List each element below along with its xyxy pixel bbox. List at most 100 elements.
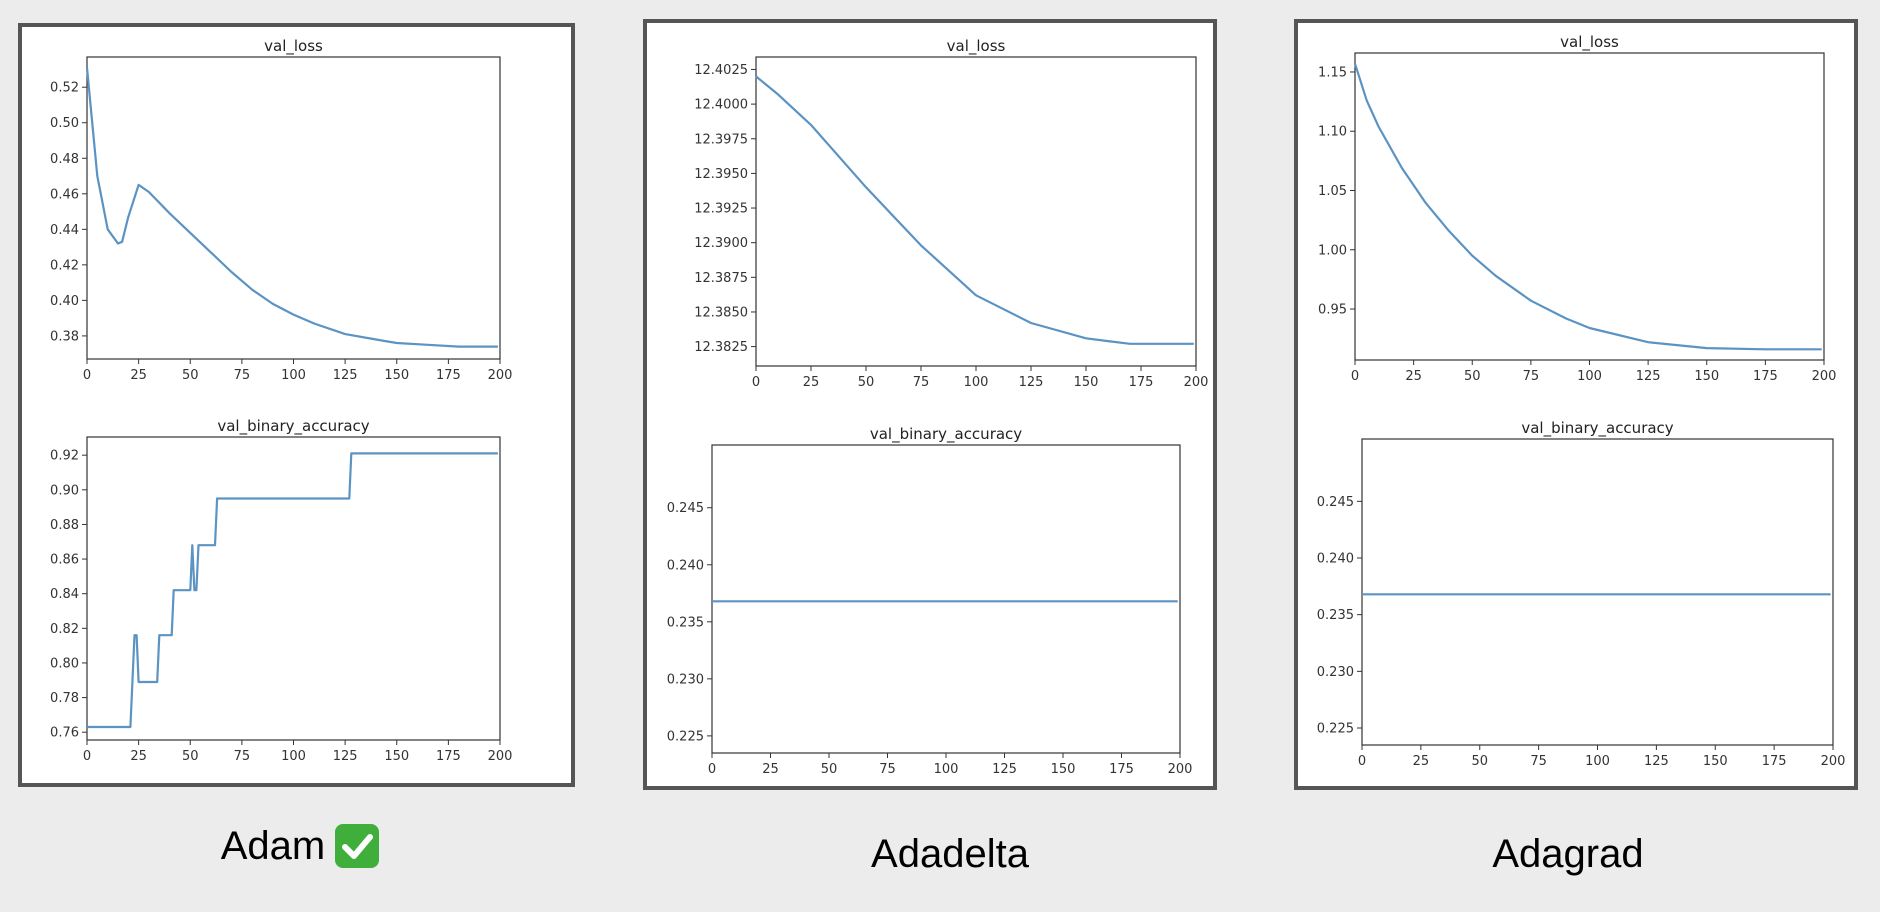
adagrad-val-loss-frame (1354, 52, 1825, 361)
adam-val-binary-accuracy-x-tick-label: 75 (234, 749, 251, 764)
adadelta-val-loss-frame (755, 56, 1197, 367)
adadelta-val-loss-y-tick-label: 12.4025 (694, 63, 748, 78)
adagrad-val-binary-accuracy-x-tick-label: 50 (1471, 754, 1488, 769)
adam-val-loss-y-tick-label: 0.44 (50, 223, 79, 238)
adagrad-val-loss-x-tick-label: 0 (1351, 369, 1359, 384)
adagrad-val-binary-accuracy-x-tick-label: 175 (1762, 754, 1787, 769)
adadelta-val-binary-accuracy-title: val_binary_accuracy (870, 425, 1022, 444)
adadelta-val-loss-title: val_loss (947, 37, 1006, 56)
adam-val-binary-accuracy-frame (86, 436, 501, 741)
adadelta-val-loss-series-line (755, 75, 1194, 345)
adadelta-val-binary-accuracy-x-tick-label: 100 (934, 762, 959, 777)
adam-val-binary-accuracy-x-tick-label: 125 (333, 749, 358, 764)
adadelta-val-loss-x-tick-label: 175 (1129, 375, 1154, 390)
adagrad-val-loss-x-tick-label: 125 (1636, 369, 1661, 384)
adam-val-loss-series-line (85, 67, 498, 348)
adadelta-val-loss-x-tick-label: 50 (858, 375, 875, 390)
adam-val-binary-accuracy-x-tick-label: 200 (488, 749, 513, 764)
adagrad-val-binary-accuracy-chart: val_binary_accuracy 0 25 50 75 100 125 150 175 20… (1317, 419, 1846, 769)
adam-val-binary-accuracy-y-tick-label: 0.88 (50, 518, 79, 533)
adadelta-val-binary-accuracy-chart: val_binary_accuracy 0 25 50 75 100 125 150 175 20… (667, 425, 1193, 777)
adadelta-val-binary-accuracy-y-tick-label: 0.240 (667, 558, 704, 573)
adadelta-val-binary-accuracy-y-tick-label: 0.235 (667, 615, 704, 630)
adam-val-loss-y-tick-label: 0.40 (50, 294, 79, 309)
adam-val-binary-accuracy-title: val_binary_accuracy (217, 417, 369, 436)
adagrad-val-loss-x-tick-label: 150 (1694, 369, 1719, 384)
adam-val-binary-accuracy-y-tick-label: 0.84 (50, 587, 79, 602)
adam-val-loss-x-tick-label: 125 (333, 368, 358, 383)
adadelta-val-loss-x-tick-label: 25 (803, 375, 820, 390)
adadelta-val-loss-y-tick-label: 12.3875 (694, 271, 748, 286)
adadelta-val-binary-accuracy-x-tick-label: 150 (1051, 762, 1076, 777)
adadelta-val-binary-accuracy-y-tick-label: 0.225 (667, 729, 704, 744)
adagrad-val-binary-accuracy-x-tick-label: 25 (1413, 754, 1430, 769)
adam-val-binary-accuracy-x-tick-label: 175 (436, 749, 461, 764)
adadelta-panel: val_loss 0 25 50 75 100 125 150 175 200 12.3825 12.… (643, 19, 1217, 790)
adadelta-label: Adadelta (820, 826, 1080, 882)
adagrad-val-binary-accuracy-frame (1361, 438, 1834, 746)
adagrad-label: Adagrad (1468, 826, 1668, 882)
adam-val-loss-y-tick-label: 0.46 (50, 187, 79, 202)
check-mark-button-icon (335, 824, 380, 868)
adagrad-val-loss-x-tick-label: 25 (1405, 369, 1422, 384)
adagrad-val-binary-accuracy-x-tick-label: 100 (1585, 754, 1610, 769)
adagrad-val-loss-y-tick-label: 1.15 (1318, 65, 1347, 80)
adadelta-val-loss-x-tick-label: 150 (1074, 375, 1099, 390)
adam-val-binary-accuracy-y-tick-label: 0.76 (50, 726, 79, 741)
adagrad-val-binary-accuracy-x-tick-label: 150 (1703, 754, 1728, 769)
adam-val-loss-x-tick-label: 100 (281, 368, 306, 383)
adagrad-val-loss-title: val_loss (1560, 33, 1619, 52)
adam-val-loss-x-tick-label: 175 (436, 368, 461, 383)
adadelta-val-loss-x-tick-label: 0 (752, 375, 760, 390)
adam-val-loss-x-tick-label: 200 (488, 368, 513, 383)
adam-val-loss-x-tick-label: 75 (234, 368, 251, 383)
adam-val-binary-accuracy-y-tick-label: 0.92 (50, 449, 79, 464)
adagrad-val-binary-accuracy-x-tick-label: 125 (1644, 754, 1669, 769)
adam-val-binary-accuracy-x-tick-label: 25 (130, 749, 147, 764)
adadelta-val-binary-accuracy-x-tick-label: 25 (762, 762, 779, 777)
adagrad-val-binary-accuracy-x-tick-label: 75 (1530, 754, 1547, 769)
adam-val-binary-accuracy-y-tick-label: 0.86 (50, 553, 79, 568)
adagrad-charts: val_loss 0 25 50 75 100 125 150 175 200 0.95 1.00 1.… (1317, 33, 1846, 769)
adadelta-val-binary-accuracy-frame (711, 444, 1181, 754)
adam-val-loss-y-tick-label: 0.50 (50, 116, 79, 131)
adadelta-label-text: Adadelta (871, 831, 1029, 876)
adagrad-val-loss-x-tick-label: 100 (1577, 369, 1602, 384)
adam-val-binary-accuracy-x-tick-label: 150 (384, 749, 409, 764)
adadelta-val-loss-y-tick-label: 12.3950 (694, 167, 748, 182)
adam-val-loss-x-tick-label: 0 (83, 368, 91, 383)
adagrad-val-loss-x-tick-label: 75 (1523, 369, 1540, 384)
adam-val-loss-y-tick-label: 0.42 (50, 258, 79, 273)
adagrad-panel: val_loss 0 25 50 75 100 125 150 175 200 0.95 1.00 1.… (1294, 19, 1858, 790)
adam-charts: val_loss 0 25 50 75 100 125 150 175 200 0.38 0.40 0.… (50, 37, 513, 764)
adagrad-val-loss-x-tick-label: 175 (1753, 369, 1778, 384)
adam-val-binary-accuracy-chart: val_binary_accuracy 0 25 50 75 100 125 150 175 20… (50, 417, 512, 764)
adadelta-val-binary-accuracy-x-tick-label: 50 (821, 762, 838, 777)
adadelta-val-binary-accuracy-x-tick-label: 200 (1168, 762, 1193, 777)
adam-val-loss-x-tick-label: 150 (384, 368, 409, 383)
adadelta-val-binary-accuracy-y-tick-label: 0.245 (667, 501, 704, 516)
adadelta-val-loss-y-tick-label: 12.3925 (694, 202, 748, 217)
adam-val-binary-accuracy-y-tick-label: 0.82 (50, 622, 79, 637)
adadelta-val-binary-accuracy-x-tick-label: 0 (708, 762, 716, 777)
adadelta-charts: val_loss 0 25 50 75 100 125 150 175 200 12.3825 12.… (667, 37, 1209, 777)
adam-label-text: Adam (220, 823, 326, 868)
adam-panel: val_loss 0 25 50 75 100 125 150 175 200 0.38 0.40 0.… (18, 23, 575, 787)
adadelta-val-loss-y-tick-label: 12.4000 (694, 98, 748, 113)
adadelta-val-binary-accuracy-x-tick-label: 75 (879, 762, 896, 777)
adadelta-val-loss-x-tick-label: 125 (1019, 375, 1044, 390)
adam-val-binary-accuracy-y-tick-label: 0.90 (50, 483, 79, 498)
adagrad-val-loss-y-tick-label: 1.10 (1318, 125, 1347, 140)
adadelta-val-loss-y-tick-label: 12.3900 (694, 236, 748, 251)
adagrad-val-loss-y-tick-label: 1.05 (1318, 184, 1347, 199)
adam-val-binary-accuracy-x-tick-label: 0 (83, 749, 91, 764)
adam-val-binary-accuracy-y-tick-label: 0.78 (50, 691, 79, 706)
adam-val-loss-x-tick-label: 25 (130, 368, 147, 383)
adadelta-val-loss-x-tick-label: 200 (1184, 375, 1209, 390)
adam-label: Adam (180, 818, 420, 874)
adam-val-binary-accuracy-y-tick-label: 0.80 (50, 656, 79, 671)
adagrad-val-loss-x-tick-label: 50 (1464, 369, 1481, 384)
adadelta-val-binary-accuracy-x-tick-label: 125 (992, 762, 1017, 777)
adadelta-val-binary-accuracy-y-tick-label: 0.230 (667, 672, 704, 687)
adagrad-val-loss-chart: val_loss 0 25 50 75 100 125 150 175 200 0.95 1.00 1.… (1318, 33, 1836, 384)
